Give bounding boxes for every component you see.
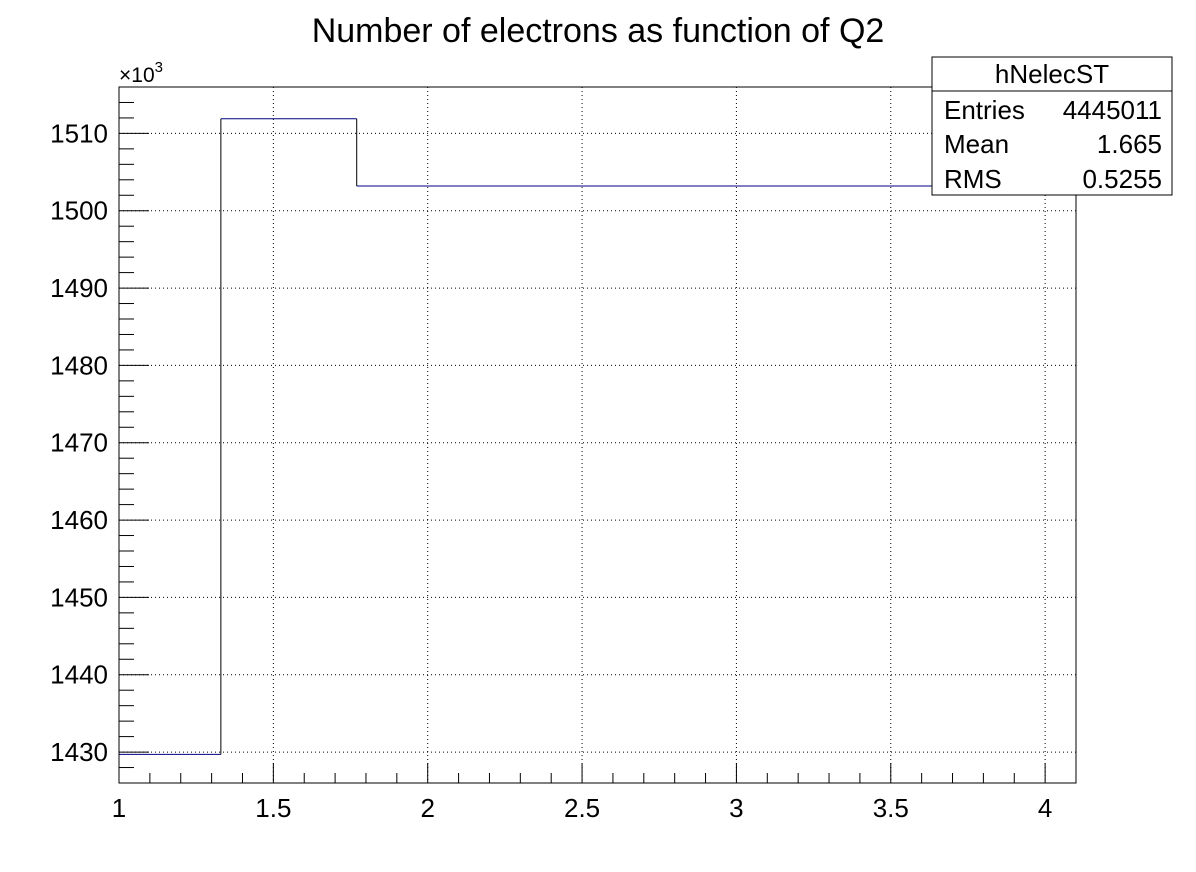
stats-mean-value: 1.665 (1097, 129, 1162, 159)
y-tick-label: 1430 (50, 737, 108, 767)
y-tick-label: 1460 (50, 505, 108, 535)
x-tick-label: 1 (112, 793, 126, 823)
stats-rms-label: RMS (944, 164, 1002, 194)
stats-box-title: hNelecST (995, 59, 1109, 89)
stats-box-frame (931, 56, 1173, 196)
x-tick-label: 2 (420, 793, 434, 823)
y-tick-label: 1450 (50, 582, 108, 612)
axis-ticks (118, 86, 1077, 784)
grid (119, 87, 1076, 783)
stats-mean-label: Mean (944, 129, 1009, 159)
stats-box: hNelecST Entries 4445011 Mean 1.665 RMS … (931, 56, 1173, 196)
y-tick-label: 1440 (50, 660, 108, 690)
y-multiplier-base: ×10 (119, 64, 155, 87)
y-tick-label: 1490 (50, 273, 108, 303)
x-tick-label: 3.5 (873, 793, 909, 823)
y-tick-label: 1510 (50, 118, 108, 148)
y-tick-label: 1480 (50, 350, 108, 380)
x-tick-label: 3 (729, 793, 743, 823)
y-tick-labels: 1430 1440 1450 1460 1470 1480 1490 1500 1510 (50, 118, 108, 767)
x-tick-label: 1.5 (255, 793, 291, 823)
y-tick-label: 1500 (50, 196, 108, 226)
stats-rms-value: 0.5255 (1082, 164, 1162, 194)
x-tick-label: 2.5 (564, 793, 600, 823)
y-multiplier: ×103 (119, 59, 163, 87)
chart-title: Number of electrons as function of Q2 (312, 12, 885, 50)
x-tick-labels: 1 1.5 2 2.5 3 3.5 4 (112, 793, 1053, 823)
stats-entries-value: 4445011 (1063, 95, 1162, 125)
x-tick-label: 4 (1038, 793, 1052, 823)
y-multiplier-exponent: 3 (155, 59, 163, 76)
y-tick-label: 1470 (50, 428, 108, 458)
plot-frame (118, 86, 1077, 784)
stats-entries-label: Entries (944, 95, 1025, 125)
